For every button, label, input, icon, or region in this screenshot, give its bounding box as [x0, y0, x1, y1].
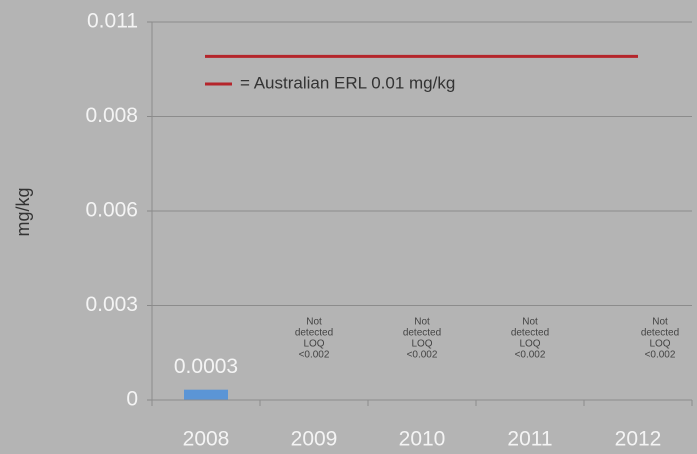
y-tick-label: 0.011 — [87, 10, 138, 33]
annotation: detected — [511, 328, 549, 339]
annotation: LOQ — [649, 339, 670, 350]
annotation: Not — [306, 317, 322, 328]
x-tick-label: 2009 — [291, 428, 338, 451]
annotation: <0.002 — [515, 350, 546, 361]
x-tick-label: 2010 — [399, 428, 446, 451]
legend-label: = Australian ERL 0.01 mg/kg — [240, 73, 455, 92]
annotation: Not — [414, 317, 430, 328]
bar — [184, 389, 228, 400]
annotation: Not — [652, 317, 668, 328]
annotation: Not — [522, 317, 538, 328]
annotation: LOQ — [411, 339, 432, 350]
y-axis-label: mg/kg — [13, 187, 33, 236]
x-tick-label: 2008 — [183, 428, 230, 451]
x-tick-label: 2011 — [507, 428, 552, 451]
annotation: detected — [641, 328, 679, 339]
value-label: 0.0003 — [174, 355, 238, 378]
annotation: detected — [295, 328, 333, 339]
y-tick-label: 0.003 — [85, 293, 138, 316]
annotation: LOQ — [519, 339, 540, 350]
annotation: <0.002 — [299, 350, 330, 361]
annotation: LOQ — [303, 339, 324, 350]
y-tick-label: 0.006 — [85, 199, 138, 222]
y-tick-label: 0 — [126, 388, 138, 411]
y-tick-label: 0.008 — [85, 104, 138, 127]
x-tick-label: 2012 — [615, 428, 662, 451]
annotation: <0.002 — [407, 350, 438, 361]
annotation: detected — [403, 328, 441, 339]
annotation: <0.002 — [645, 350, 676, 361]
